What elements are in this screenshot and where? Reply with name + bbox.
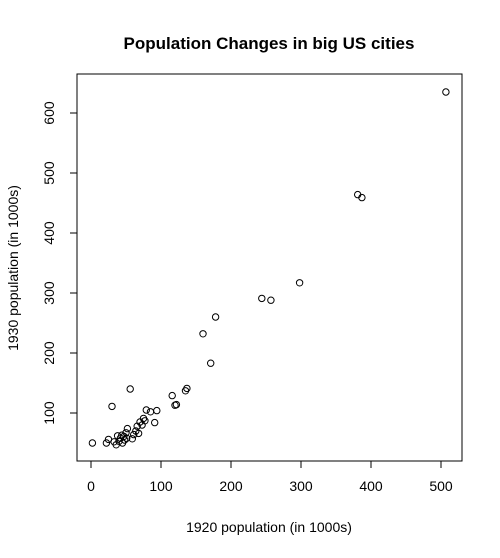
data-point [128, 435, 137, 443]
x-tick-label: 200 [219, 478, 243, 494]
data-point [130, 430, 138, 439]
data-point [142, 406, 151, 414]
chart-title: Population Changes in big US cities [124, 34, 415, 53]
x-tick-label: 100 [149, 478, 173, 494]
y-tick-label: 200 [41, 341, 57, 365]
data-point [123, 424, 132, 433]
data-point [211, 313, 220, 321]
data-point [168, 391, 176, 400]
data-point [134, 429, 143, 438]
data-point [102, 439, 111, 447]
y-tick-label: 100 [41, 401, 57, 425]
data-point [295, 279, 304, 287]
x-tick-label: 300 [289, 478, 313, 494]
data-point [442, 88, 450, 96]
data-point [146, 408, 155, 416]
data-points [88, 88, 450, 449]
y-tick-label: 600 [41, 101, 57, 125]
x-tick-label: 500 [429, 478, 453, 494]
data-point [123, 434, 131, 442]
y-axis: 100 200 300 400 500 600 [41, 101, 78, 425]
data-point [207, 359, 215, 367]
x-axis: 0 100 200 300 400 500 [87, 460, 453, 494]
data-point [122, 429, 130, 437]
data-point [108, 402, 116, 411]
data-point [258, 294, 266, 303]
data-point [267, 296, 275, 304]
data-point [126, 385, 134, 393]
data-point [88, 439, 97, 447]
data-point [199, 330, 207, 338]
data-point [358, 193, 366, 202]
y-tick-label: 500 [41, 161, 57, 185]
data-point [120, 436, 129, 444]
data-point [151, 418, 159, 427]
data-point [183, 384, 191, 393]
plot-frame [76, 73, 463, 462]
y-tick-label: 400 [41, 221, 57, 245]
x-tick-label: 0 [87, 478, 95, 494]
data-point [172, 400, 181, 409]
x-tick-label: 400 [359, 478, 383, 494]
data-point [141, 417, 149, 425]
data-point [153, 406, 161, 415]
y-tick-label: 300 [41, 281, 57, 305]
x-axis-label: 1920 population (in 1000s) [186, 519, 352, 535]
y-axis-label: 1930 population (in 1000s) [5, 185, 21, 351]
